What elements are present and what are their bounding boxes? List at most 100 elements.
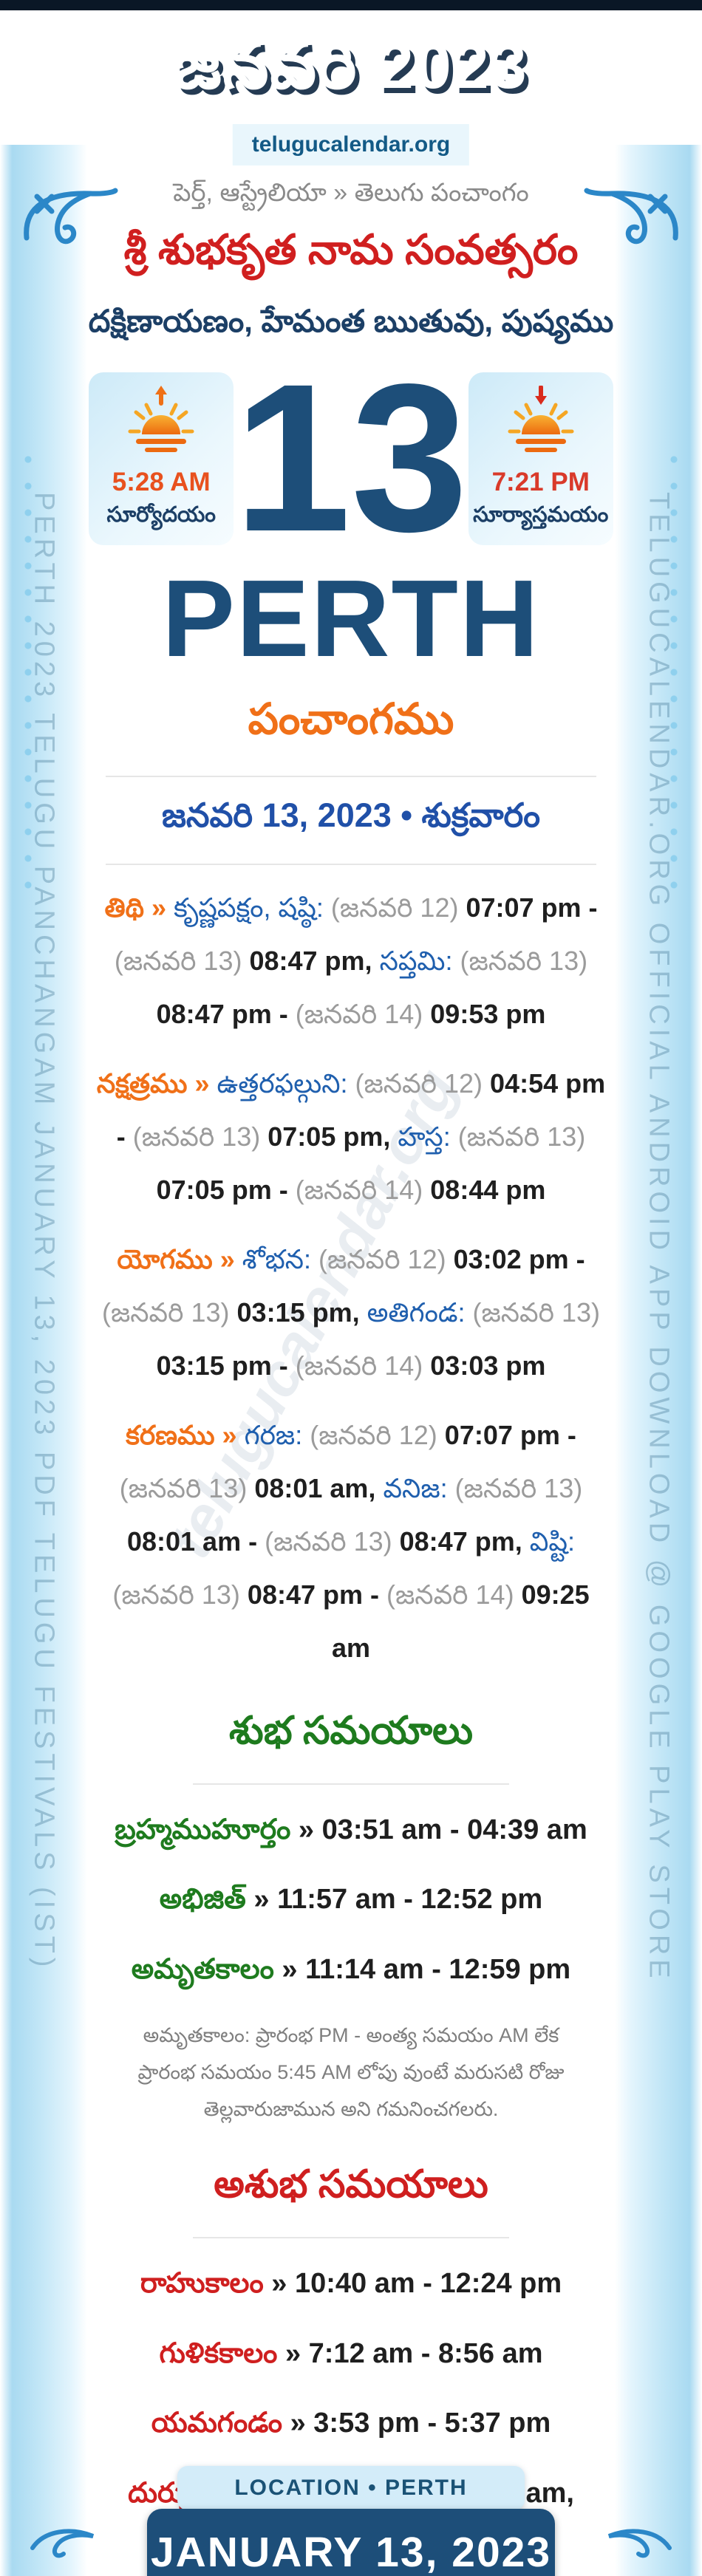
city-name: PERTH (162, 557, 540, 680)
text-segment: » (214, 1419, 245, 1450)
sunset-label: సూర్యాస్తమయం (473, 503, 609, 527)
text-segment: గుళికకాలం (159, 2337, 278, 2369)
site-link[interactable]: telugucalendar.org (232, 124, 470, 165)
text-segment: 08:47 pm - (247, 1579, 386, 1610)
ashubha-title: అశుభ సమయాలు (214, 2163, 488, 2206)
text-segment: » (282, 2408, 314, 2439)
header-banner: జనవరి 2023 (0, 0, 702, 145)
text-segment: 07:07 pm - (466, 892, 598, 923)
sunset-time: 7:21 PM (491, 468, 590, 496)
text-segment: హస్త: (398, 1121, 458, 1152)
text-segment: బ్రహ్మముహూర్తం (115, 1814, 291, 1845)
text-segment: 04:54 pm - (116, 1067, 606, 1152)
text-segment: కరణము (126, 1419, 215, 1450)
text-segment: 11:57 am - 12:52 pm (277, 1884, 543, 1916)
swirl-icon (30, 2529, 95, 2558)
text-segment: నక్షత్రము (96, 1067, 188, 1099)
text-segment: వనిజ: (383, 1472, 455, 1503)
location-chip[interactable]: LOCATION • PERTH (177, 2466, 525, 2510)
ashubha-row: రాహుకాలం » 10:40 am - 12:24 pm (87, 2259, 615, 2309)
text-segment: » (263, 2268, 295, 2299)
month-title: జనవరి 2023 (174, 29, 528, 102)
sunrise-time: 5:28 AM (112, 468, 211, 496)
text-segment: అతిగండ: (367, 1296, 473, 1328)
text-segment: 03:15 pm - (156, 1350, 296, 1381)
ashubha-row: గుళికకాలం » 7:12 am - 8:56 am (87, 2329, 615, 2379)
text-segment: 08:01 am, (254, 1472, 384, 1503)
text-segment: అభిజిత్ (159, 1884, 246, 1916)
text-segment: » (187, 1067, 217, 1099)
dotted-line (24, 446, 33, 904)
text-segment: 09:53 pm (430, 998, 546, 1029)
right-rail: TELUGUCALENDAR.ORG OFFICIAL ANDROID APP … (584, 145, 702, 2576)
text-segment: » (290, 1814, 322, 1845)
nakshatra-entry: నక్షత్రము » ఉత్తరఫల్గుని: (జనవరి 12) 04:… (87, 1057, 615, 1217)
text-segment: (జనవరి 12) (330, 892, 466, 923)
text-segment: (జనవరి 13) (132, 1121, 268, 1152)
text-segment: (జనవరి 13) (101, 1296, 237, 1328)
samvatsaram-title: శ్రీ శుభకృత నామ సంవత్సరం (123, 226, 579, 273)
text-segment: » (212, 1243, 242, 1274)
shubha-title: శుభ సమయాలు (229, 1709, 473, 1752)
day-number: 13 (234, 341, 468, 575)
text-segment: గరజ: (244, 1419, 310, 1450)
shubha-row: బ్రహ్మముహూర్తం » 03:51 am - 04:39 am (87, 1805, 615, 1855)
date-line: జనవరి 13, 2023 • శుక్రవారం (161, 796, 541, 834)
sun-times-row: 5:28 AM సూర్యోదయం 13 (87, 341, 615, 575)
swirl-icon (607, 2529, 672, 2558)
text-segment: అమృతకాలం (131, 1953, 274, 1985)
sunrise-icon (128, 386, 194, 452)
text-segment: 03:51 am - 04:39 am (321, 1814, 587, 1845)
text-segment: (జనవరి 14) (295, 998, 431, 1029)
sunset-card: 7:21 PM సూర్యాస్తమయం (468, 372, 613, 545)
text-segment: » (144, 892, 174, 923)
text-segment: 11:14 am - 12:59 pm (305, 1953, 571, 1985)
text-segment: » (277, 2337, 309, 2369)
sunrise-label: సూర్యోదయం (106, 503, 216, 527)
dotted-line (669, 446, 678, 904)
text-segment: (జనవరి 13) (457, 1121, 586, 1152)
text-segment: (జనవరి 13) (460, 945, 588, 976)
ashubha-row: యమగండం » 3:53 pm - 5:37 pm (87, 2399, 615, 2448)
text-segment: యమగండం (151, 2408, 283, 2439)
text-segment: 07:05 pm - (156, 1174, 296, 1205)
divider (192, 1783, 510, 1785)
text-segment: (జనవరి 12) (355, 1067, 491, 1099)
text-segment: 07:05 pm, (267, 1121, 398, 1152)
text-segment: 08:44 pm (430, 1174, 546, 1205)
text-segment: (జనవరి 14) (386, 1579, 522, 1610)
text-segment: 03:03 pm (430, 1350, 546, 1381)
corner-flourish-icon (584, 188, 678, 245)
text-segment: (జనవరి 13) (265, 1526, 400, 1557)
text-segment: 08:01 am - (126, 1526, 265, 1557)
panchangam-title: పంచాంగము (248, 694, 454, 743)
text-segment: తిథి (104, 892, 145, 923)
text-segment: (జనవరి 14) (295, 1350, 431, 1381)
divider (192, 2237, 510, 2238)
text-segment: (జనవరి 14) (295, 1174, 431, 1205)
text-segment: 3:53 pm - 5:37 pm (313, 2408, 551, 2439)
text-segment: (జనవరి 13) (114, 945, 250, 976)
text-segment: 03:02 pm - (453, 1243, 585, 1274)
left-rail: PERTH 2023 TELUGU PANCHANGAM JANUARY 13,… (0, 145, 118, 2576)
text-segment: (జనవరి 12) (318, 1243, 454, 1274)
corner-flourish-icon (24, 188, 118, 245)
yoga-entry: యోగము » శోభన: (జనవరి 12) 03:02 pm - (జనవ… (87, 1233, 615, 1393)
divider (105, 775, 596, 777)
header-top-strip (0, 0, 702, 10)
text-segment: (జనవరి 13) (119, 1472, 255, 1503)
text-segment: 07:07 pm - (444, 1419, 576, 1450)
text-segment: శోభన: (242, 1243, 319, 1274)
text-segment: (జనవరి 13) (472, 1296, 601, 1328)
shubha-row: అభిజిత్ » 11:57 am - 12:52 pm (87, 1875, 615, 1924)
main-content: పెర్త్, ఆస్ట్రేలియా » తెలుగు పంచాంగం శ్ర… (87, 145, 615, 2576)
ayanam-line: దక్షిణాయణం, హేమంత ఋతువు, పుష్యము (88, 304, 614, 338)
text-segment: 08:47 pm, (249, 945, 380, 976)
text-segment: 7:12 am - 8:56 am (308, 2337, 543, 2369)
breadcrumb: పెర్త్, ఆస్ట్రేలియా » తెలుగు పంచాంగం (173, 179, 529, 207)
text-segment: కృష్ణపక్షం, షష్ఠి: (174, 892, 331, 923)
sunrise-card: 5:28 AM సూర్యోదయం (89, 372, 234, 545)
text-segment: ఉత్తరఫల్గుని: (217, 1067, 355, 1099)
text-segment: (జనవరి 13) (454, 1472, 583, 1503)
